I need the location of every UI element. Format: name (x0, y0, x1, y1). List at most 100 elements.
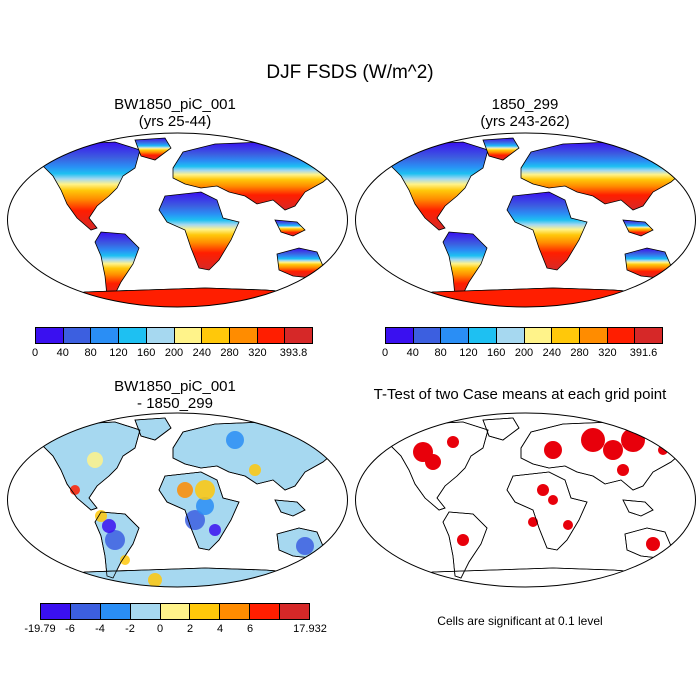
colorbar-label: 240 (192, 347, 211, 359)
colorbar-swatch (160, 604, 191, 619)
colorbar-swatch (386, 328, 414, 343)
colorbar-swatch (119, 328, 147, 343)
colorbar-swatch (280, 604, 310, 619)
significance-note: Cells are significant at 0.1 level (437, 614, 603, 628)
colorbar-swatch (91, 328, 120, 343)
colorbar-label: 2 (186, 623, 194, 635)
difference-cell (105, 530, 125, 550)
significant-cell (447, 436, 459, 448)
difference-cell (296, 537, 314, 555)
colorbar-swatch (579, 328, 608, 343)
colorbar-label: 200 (164, 347, 184, 359)
colorbar-swatch (229, 328, 258, 343)
difference-cell (209, 524, 221, 536)
panel-2-title-line1: 1850_299 (491, 96, 559, 113)
panel-1-title-line1: BW1850_piC_001 (114, 96, 236, 113)
significant-cell (617, 464, 629, 476)
panel-3-title-line2: - 1850_299 (137, 395, 213, 412)
colorbar-label: 120 (109, 347, 128, 359)
colorbar-label: 280 (220, 347, 239, 359)
continent-africa (506, 471, 588, 551)
colorbar-label: 280 (570, 347, 589, 359)
panel-1-title-line2: (yrs 25-44) (138, 113, 212, 130)
colorbar-swatch (146, 328, 175, 343)
continent-greenland (482, 137, 520, 161)
continent-africa (158, 191, 240, 271)
colorbar-swatch (63, 328, 92, 343)
panel-3-title: BW1850_piC_001 - 1850_299 (75, 378, 275, 412)
difference-cell (148, 573, 162, 587)
colorbar-swatch (635, 328, 663, 343)
difference-cell (195, 480, 215, 500)
significant-cell (603, 440, 623, 460)
significant-cell (548, 495, 558, 505)
continent-northamerica (390, 141, 489, 231)
colorbar-swatch (496, 328, 525, 343)
map-panel-ttest (355, 412, 696, 588)
continent-greenland (482, 417, 520, 441)
colorbar-label: 320 (248, 347, 267, 359)
colorbar-label: -19.79 (24, 623, 56, 635)
map-border (7, 412, 348, 588)
colorbar-swatch (285, 328, 313, 343)
panel-3-title-line1: BW1850_piC_001 (114, 378, 236, 395)
continent-southamerica (442, 231, 488, 299)
continent-antarctica (392, 567, 674, 587)
colorbar-swatch (36, 328, 64, 343)
colorbar-label: 80 (84, 347, 97, 359)
colorbar-swatch (202, 328, 230, 343)
continent-greenland (134, 417, 172, 441)
difference-cell (196, 497, 214, 515)
colorbar-swatch (100, 604, 131, 619)
colorbar-swatch (524, 328, 553, 343)
continent-seasia (274, 499, 306, 517)
significant-cell (621, 428, 645, 452)
panel-4-title-line1: T-Test of two Case means at each grid po… (373, 386, 667, 403)
colorbar-label: 40 (56, 347, 69, 359)
antarctica-warm (392, 287, 674, 307)
significant-cell (563, 520, 573, 530)
colorbar-difference (40, 603, 310, 620)
difference-cell (102, 519, 116, 533)
significant-cell (528, 517, 538, 527)
colorbar-swatch (552, 328, 580, 343)
difference-cell (87, 452, 103, 468)
colorbar-label: 17.932 (293, 623, 327, 635)
continent-northamerica (42, 141, 141, 231)
colorbar-swatch (250, 604, 281, 619)
colorbar-swatch (441, 328, 470, 343)
map-border (7, 132, 348, 308)
map-panel-case2 (355, 132, 696, 308)
panel-2-title: 1850_299 (yrs 243-262) (425, 96, 625, 130)
colorbar-label: 393.8 (279, 347, 308, 359)
colorbar-label: 160 (487, 347, 506, 359)
colorbar-swatch (70, 604, 101, 619)
map-border (355, 412, 696, 588)
difference-cell (177, 482, 193, 498)
colorbar-swatch (41, 604, 71, 619)
colorbar-label: 200 (514, 347, 534, 359)
colorbar-label: 120 (459, 347, 478, 359)
significant-cell (544, 441, 562, 459)
colorbar-label: 6 (246, 623, 254, 635)
significant-cell (581, 428, 605, 452)
colorbar-swatch (190, 604, 221, 619)
colorbar-label: -2 (125, 623, 135, 635)
difference-cell (120, 555, 130, 565)
significant-cell (646, 537, 660, 551)
colorbar-label: -6 (65, 623, 75, 635)
colorbar-label: 4 (216, 623, 224, 635)
significant-cell (537, 484, 549, 496)
continent-greenland (134, 137, 172, 161)
colorbar-swatch (413, 328, 442, 343)
continent-africa (506, 191, 588, 271)
colorbar-label: 80 (434, 347, 447, 359)
continent-seasia (274, 219, 306, 237)
colorbar-swatch (257, 328, 286, 343)
colorbar-case2 (385, 327, 663, 344)
colorbar-swatch (220, 604, 251, 619)
figure-title: DJF FSDS (W/m^2) (266, 62, 434, 83)
map-panel-difference (7, 412, 348, 588)
continent-eurasia (520, 421, 686, 491)
colorbar-label: 0 (156, 623, 164, 635)
